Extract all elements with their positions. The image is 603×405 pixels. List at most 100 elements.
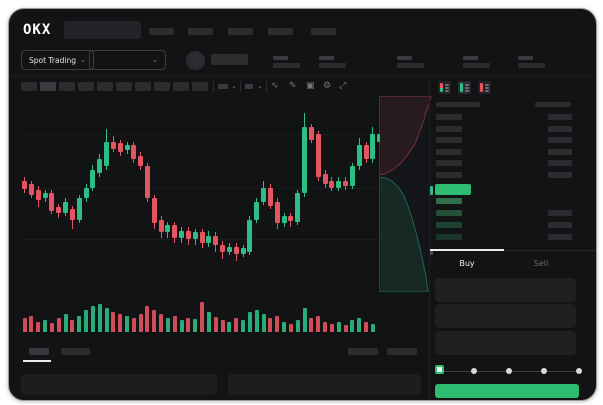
orderbook-row[interactable] xyxy=(430,222,596,228)
candle-body xyxy=(302,127,307,194)
volume-bar xyxy=(70,320,75,332)
candle-body xyxy=(213,235,219,245)
candle-body xyxy=(138,155,144,167)
orderbook-price-cell xyxy=(436,171,462,178)
candle-body xyxy=(69,209,75,220)
orderbook-price-cell xyxy=(436,234,462,240)
settings-gear-icon[interactable]: ⚙ xyxy=(323,81,332,91)
timeframe-button-1[interactable] xyxy=(21,82,37,91)
timeframe-button-6[interactable] xyxy=(116,82,132,91)
orderbook-amount-cell xyxy=(548,210,572,216)
orderbook-amount-cell xyxy=(548,114,572,120)
bottom-action-1[interactable] xyxy=(348,348,378,355)
volume-bar xyxy=(125,316,129,332)
candle-body xyxy=(295,193,301,222)
tab-sell[interactable]: Sell xyxy=(533,259,549,268)
slider-stop-50[interactable] xyxy=(506,368,512,374)
timeframe-button-2-active[interactable] xyxy=(40,82,56,91)
chart-gridline xyxy=(21,134,377,136)
draw-pencil-icon[interactable]: ✎ xyxy=(289,81,297,91)
nav-item-1[interactable] xyxy=(149,28,174,35)
orderbook-combined-view-icon[interactable] xyxy=(438,81,451,94)
amount-input[interactable] xyxy=(435,304,576,328)
search-input[interactable] xyxy=(64,21,141,39)
orderbook-row[interactable] xyxy=(430,125,596,132)
chevron-down-icon[interactable]: ⌄ xyxy=(231,82,237,90)
okx-window: OKX Spot Trading ⌄ ⌄ ⌄ ⌄ ∿ ✎ ▣ ⚙ ⤢ xyxy=(8,8,597,401)
orderbook-row[interactable] xyxy=(430,148,596,155)
chevron-down-icon[interactable]: ⌄ xyxy=(257,82,263,90)
orderbook-row[interactable] xyxy=(430,160,596,166)
volume-bar xyxy=(56,318,61,332)
candle-body xyxy=(261,187,267,202)
bottom-action-2[interactable] xyxy=(387,348,417,355)
bottom-panel-right[interactable] xyxy=(228,374,421,395)
orderbook-row[interactable] xyxy=(430,198,596,204)
volume-bar xyxy=(77,316,82,332)
nav-item-2[interactable] xyxy=(188,28,213,35)
bottom-tab-2[interactable] xyxy=(61,348,90,355)
orderbook-asks-view-icon[interactable] xyxy=(478,81,491,94)
okx-logo[interactable]: OKX xyxy=(23,22,52,38)
volume-bar xyxy=(138,314,143,332)
candlestick-chart[interactable] xyxy=(21,97,377,291)
orderbook-row[interactable] xyxy=(430,114,596,120)
bottom-tab-active[interactable] xyxy=(29,348,49,355)
timeframe-button-9[interactable] xyxy=(173,82,189,91)
orderbook-price-cell xyxy=(436,222,462,228)
candle-body xyxy=(97,159,103,174)
timeframe-button-4[interactable] xyxy=(78,82,94,91)
timeframe-button-8[interactable] xyxy=(154,82,170,91)
timeframe-button-3[interactable] xyxy=(59,82,75,91)
buy-tab-underline xyxy=(430,249,504,251)
nav-item-5[interactable] xyxy=(311,28,336,35)
volume-bar xyxy=(302,308,307,332)
price-tick-marker xyxy=(430,186,433,195)
volume-bar xyxy=(241,320,246,332)
buy-submit-button[interactable] xyxy=(435,384,579,398)
candle-body xyxy=(165,225,171,233)
camera-snapshot-icon[interactable]: ▣ xyxy=(306,81,315,91)
orderbook-amount-cell xyxy=(548,137,572,143)
orderbook-row[interactable] xyxy=(430,171,596,178)
candle-body xyxy=(267,187,273,206)
orderbook-bids-view-icon[interactable] xyxy=(458,81,471,94)
candle-body xyxy=(226,246,232,252)
chevron-down-icon: ⌄ xyxy=(152,55,158,64)
candle-body xyxy=(49,193,55,211)
candle-body xyxy=(274,202,280,224)
chart-type-dropdown[interactable] xyxy=(218,84,228,89)
market-type-selector[interactable]: Spot Trading ⌄ xyxy=(21,50,94,70)
fullscreen-expand-icon[interactable]: ⤢ xyxy=(339,81,347,91)
candle-body xyxy=(76,198,82,220)
timeframe-button-10[interactable] xyxy=(192,82,208,91)
last-price-bar[interactable] xyxy=(435,184,471,195)
pair-selector[interactable]: ⌄ xyxy=(89,50,166,70)
tab-buy[interactable]: Buy xyxy=(459,259,475,268)
slider-stop-100[interactable] xyxy=(576,368,582,374)
wave-indicator-icon[interactable]: ∿ xyxy=(271,81,279,91)
candle-body xyxy=(192,232,198,240)
orderbook-row[interactable] xyxy=(430,137,596,143)
bottom-panel-left[interactable] xyxy=(21,374,217,395)
slider-stop-75[interactable] xyxy=(541,368,547,374)
amount-slider-handle[interactable] xyxy=(435,365,444,374)
volume-bar xyxy=(22,318,27,332)
candle-body xyxy=(254,202,260,220)
price-input[interactable] xyxy=(435,278,576,302)
total-input[interactable] xyxy=(435,331,576,355)
orderbook-row[interactable] xyxy=(430,210,596,216)
indicator-dropdown[interactable] xyxy=(245,84,253,89)
last-price-placeholder xyxy=(211,54,248,65)
volume-bar xyxy=(329,324,334,332)
nav-item-3[interactable] xyxy=(228,28,253,35)
orderbook-row[interactable] xyxy=(430,234,596,240)
slider-stop-25[interactable] xyxy=(471,368,477,374)
candle-body xyxy=(322,173,328,185)
ticker-stat-1 xyxy=(273,56,300,68)
timeframe-button-7[interactable] xyxy=(135,82,151,91)
nav-item-4[interactable] xyxy=(268,28,293,35)
timeframe-button-5[interactable] xyxy=(97,82,113,91)
ticker-stat-2 xyxy=(319,56,346,68)
candle-body xyxy=(35,189,41,201)
